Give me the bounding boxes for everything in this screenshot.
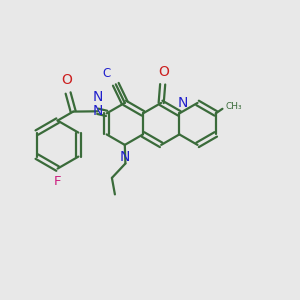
Text: N: N [93, 104, 103, 118]
Text: N: N [120, 150, 130, 164]
Text: O: O [61, 73, 72, 87]
Text: N: N [177, 96, 188, 110]
Text: F: F [54, 175, 61, 188]
Text: CH₃: CH₃ [226, 102, 243, 111]
Text: C: C [102, 67, 110, 80]
Text: O: O [158, 65, 169, 79]
Text: N: N [93, 90, 103, 104]
